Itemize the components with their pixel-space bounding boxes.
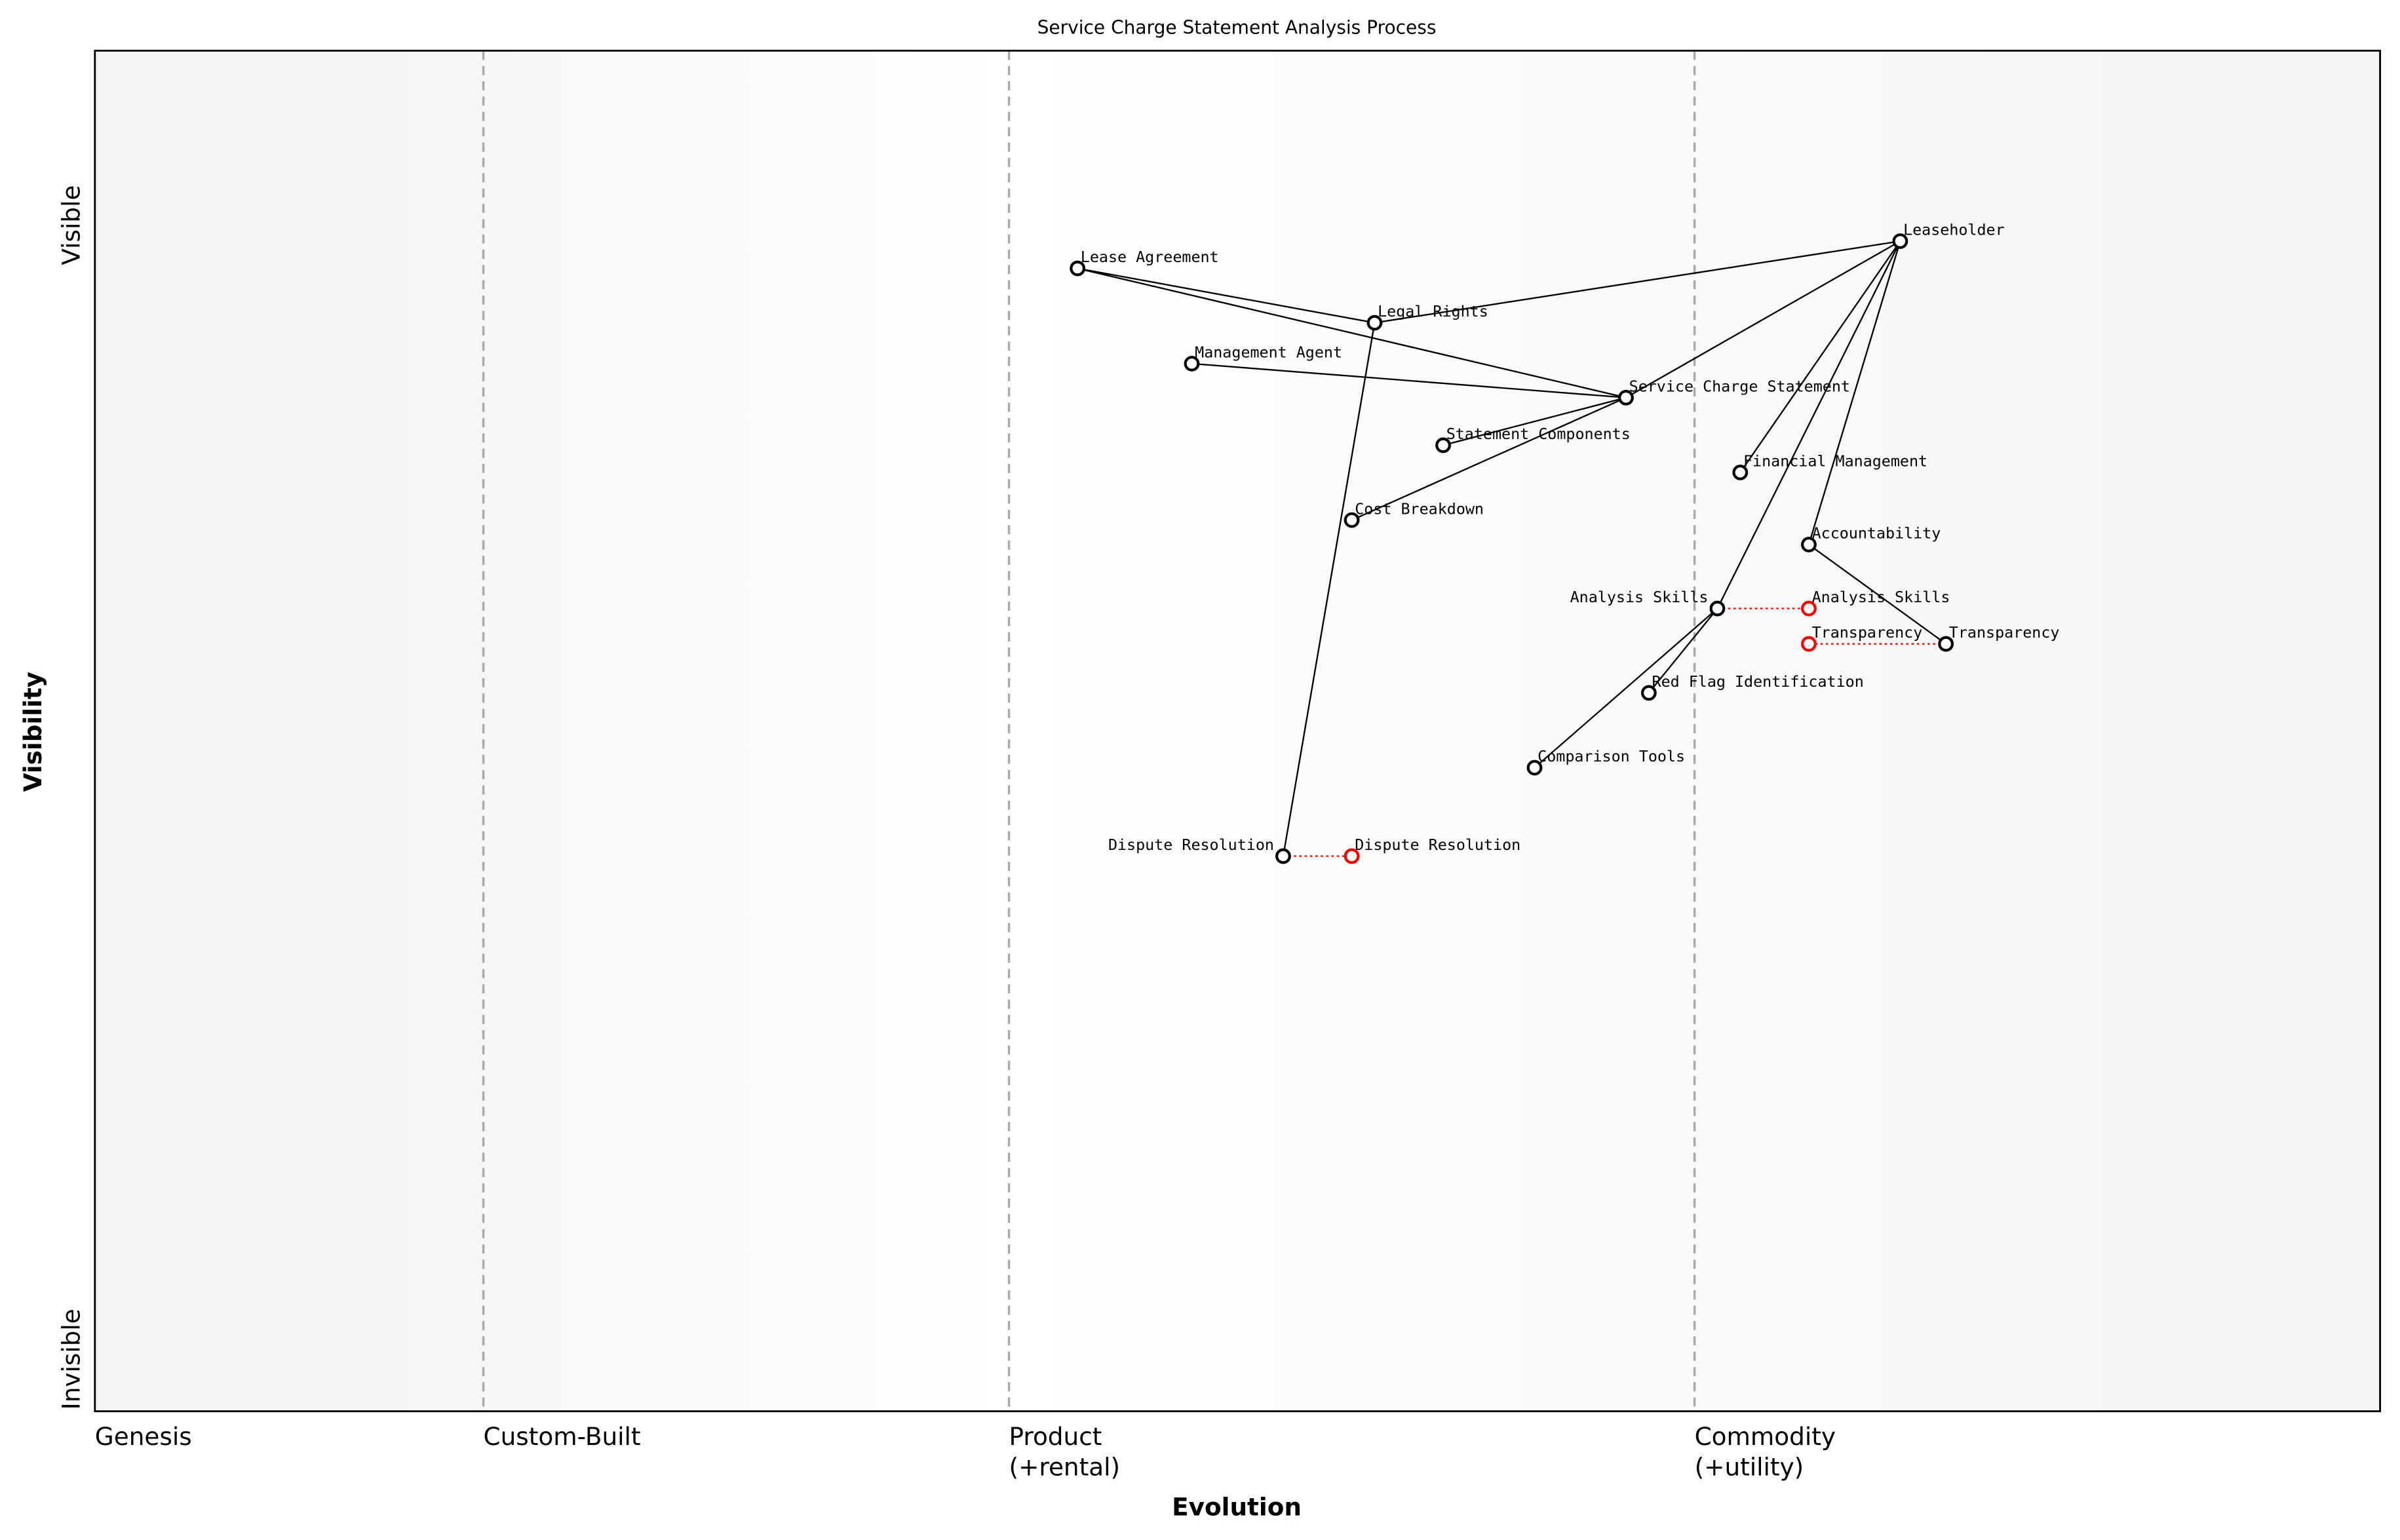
cost-breakdown-label: Cost Breakdown: [1355, 499, 1484, 518]
transparency-evolved-node: [1801, 636, 1817, 652]
link-management-agent-service-charge-statement: [1191, 362, 1627, 398]
link-statement-components-service-charge-statement: [1442, 396, 1627, 446]
management-agent-label: Management Agent: [1195, 343, 1342, 362]
plot-background: [94, 50, 2380, 1412]
leaseholder-label: Leaseholder: [1903, 221, 2005, 239]
analysis-skills-node: [1709, 600, 1726, 617]
accountability-node: [1801, 537, 1817, 552]
plot-frame: [94, 49, 2382, 1412]
service-charge-statement-node: [1618, 389, 1634, 406]
statement-components-label: Statement Components: [1446, 425, 1631, 443]
red-flag-identification-node: [1640, 685, 1657, 701]
transparency-label: Transparency: [1949, 623, 2060, 642]
service-charge-statement-label: Service Charge Statement: [1629, 377, 1850, 395]
analysis-skills-evolved-node: [1801, 600, 1817, 617]
y-axis-label: Visibility: [18, 672, 47, 792]
link-lease-agreement-service-charge-statement: [1077, 267, 1627, 398]
link-leaseholder-service-charge-statement: [1625, 240, 1901, 398]
link-accountability-transparency: [1808, 544, 1946, 645]
financial-management-node: [1732, 465, 1749, 480]
stage-label: Custom-Built: [484, 1422, 641, 1451]
transparency-node: [1938, 636, 1954, 652]
statement-components-node: [1435, 437, 1451, 453]
lease-agreement-node: [1070, 260, 1086, 277]
red-flag-identification-label: Red Flag Identification: [1652, 672, 1864, 691]
x-axis-label: Evolution: [1172, 1492, 1302, 1521]
stage-label: Genesis: [95, 1422, 192, 1451]
transparency-evolved-label: Transparency: [1812, 623, 1923, 642]
dispute-resolution-evolved-node: [1344, 848, 1360, 864]
legal-rights-node: [1366, 315, 1383, 331]
link-cost-breakdown-service-charge-statement: [1351, 396, 1627, 521]
stage-label: Product (+rental): [1009, 1422, 1121, 1482]
comparison-tools-label: Comparison Tools: [1538, 747, 1685, 765]
legal-rights-label: Legal Rights: [1378, 302, 1488, 320]
analysis-skills-evolved-label: Analysis Skills: [1812, 588, 1950, 606]
link-lease-agreement-legal-rights: [1077, 267, 1375, 324]
leaseholder-node: [1892, 233, 1908, 249]
link-leaseholder-accountability: [1808, 241, 1901, 545]
lease-agreement-label: Lease Agreement: [1081, 248, 1219, 266]
link-leaseholder-analysis-skills: [1716, 241, 1901, 609]
accountability-label: Accountability: [1812, 524, 1941, 543]
dispute-resolution-node: [1275, 848, 1291, 864]
link-legal-rights-dispute-resolution: [1282, 322, 1376, 857]
link-leaseholder-legal-rights: [1374, 240, 1901, 324]
analysis-skills-label: Analysis Skills: [1570, 588, 1709, 606]
link-analysis-skills-red-flag-identification: [1648, 607, 1718, 694]
link-analysis-skills-comparison-tools: [1534, 607, 1718, 769]
cost-breakdown-node: [1344, 512, 1360, 528]
financial-management-label: Financial Management: [1743, 452, 1927, 471]
comparison-tools-node: [1526, 760, 1543, 776]
y-tick-visible: Visible: [56, 185, 85, 265]
stage-label: Commodity (+utility): [1695, 1422, 1836, 1482]
chart-title: Service Charge Statement Analysis Proces…: [1037, 17, 1437, 39]
management-agent-node: [1184, 355, 1200, 372]
link-leaseholder-financial-management: [1739, 241, 1901, 473]
dispute-resolution-evolved-label: Dispute Resolution: [1355, 836, 1520, 854]
dispute-resolution-label: Dispute Resolution: [1108, 836, 1274, 854]
y-tick-invisible: Invisible: [56, 1309, 85, 1410]
